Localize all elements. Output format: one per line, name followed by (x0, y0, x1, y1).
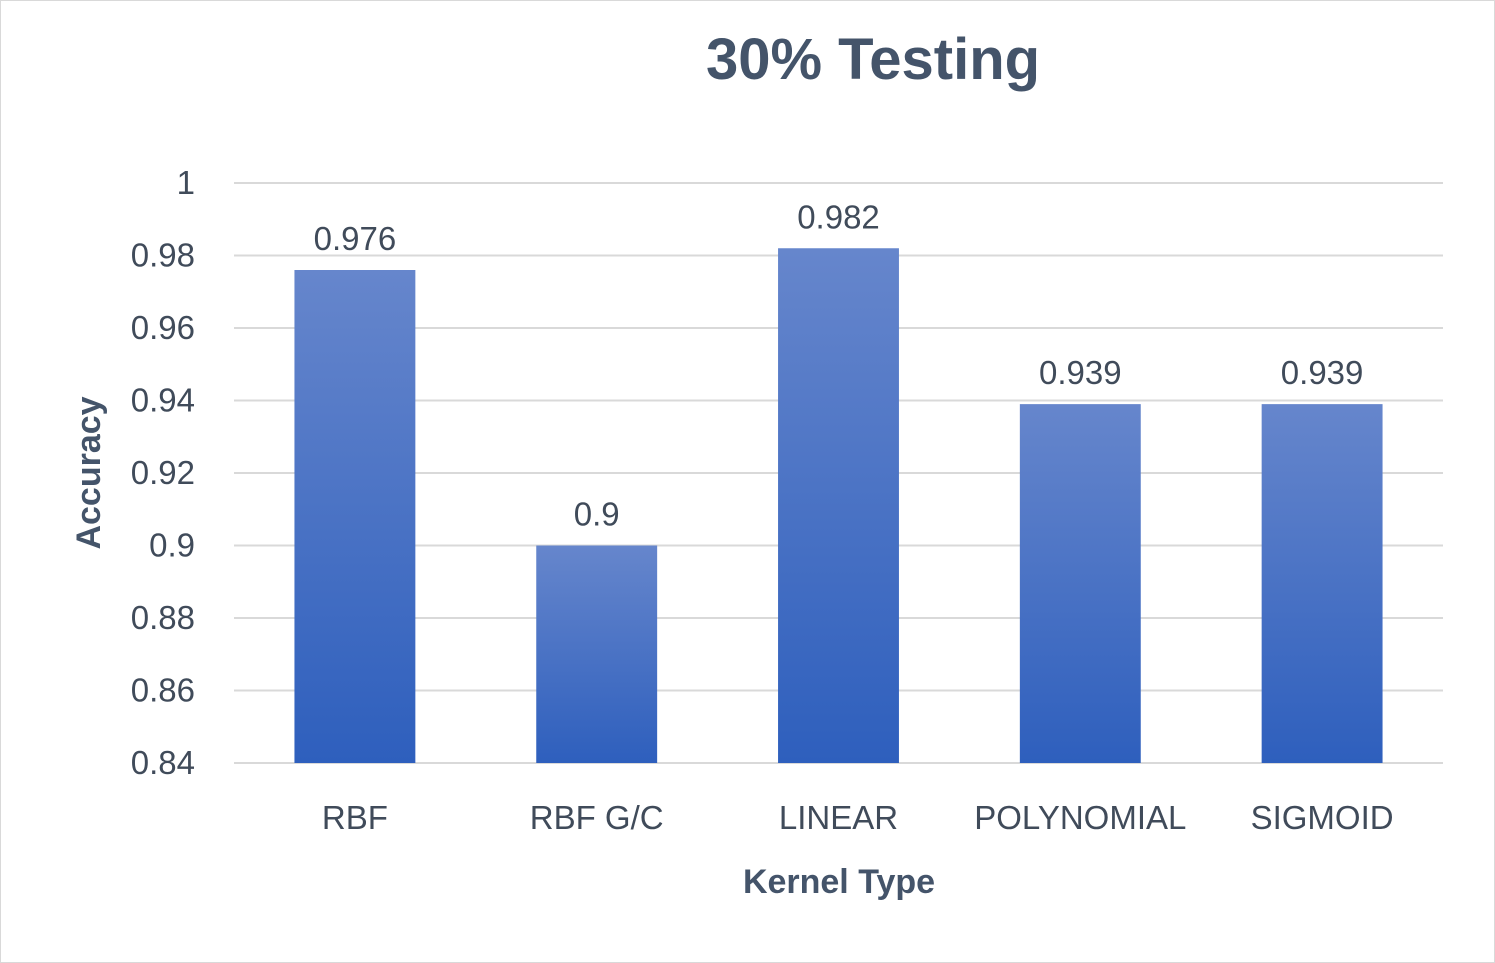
data-label: 0.982 (797, 198, 880, 235)
bar (1019, 404, 1141, 763)
x-category-label: SIGMOID (1251, 799, 1394, 836)
y-axis-ticks: 0.84 0.86 0.88 0.9 0.92 0.94 0.96 0.98 1 (131, 164, 195, 781)
y-tick-label: 0.98 (131, 237, 195, 274)
x-axis-categories: RBF RBF G/C LINEAR POLYNOMIAL SIGMOID (322, 799, 1394, 836)
y-tick-label: 0.84 (131, 744, 195, 781)
data-label: 0.9 (574, 496, 620, 533)
y-tick-label: 0.9 (149, 527, 195, 564)
y-tick-label: 0.94 (131, 382, 195, 419)
y-tick-label: 0.88 (131, 599, 195, 636)
data-label: 0.939 (1281, 354, 1364, 391)
y-tick-label: 0.96 (131, 309, 195, 346)
y-tick-label: 1 (177, 164, 195, 201)
x-category-label: RBF G/C (530, 799, 664, 836)
bar (778, 248, 899, 763)
data-label: 0.939 (1039, 354, 1122, 391)
bars (294, 248, 1383, 763)
data-labels: 0.976 0.9 0.982 0.939 0.939 (314, 198, 1364, 532)
x-axis-title: Kernel Type (743, 863, 935, 901)
data-label: 0.976 (314, 220, 397, 257)
y-tick-label: 0.92 (131, 454, 195, 491)
bar (1261, 404, 1383, 763)
bar (536, 545, 658, 763)
y-axis-title: Accuracy (70, 396, 108, 549)
x-category-label: POLYNOMIAL (974, 799, 1186, 836)
x-category-label: RBF (322, 799, 388, 836)
y-tick-label: 0.86 (131, 672, 195, 709)
bar (294, 270, 416, 763)
x-category-label: LINEAR (779, 799, 898, 836)
chart-title: 30% Testing (706, 27, 1040, 92)
